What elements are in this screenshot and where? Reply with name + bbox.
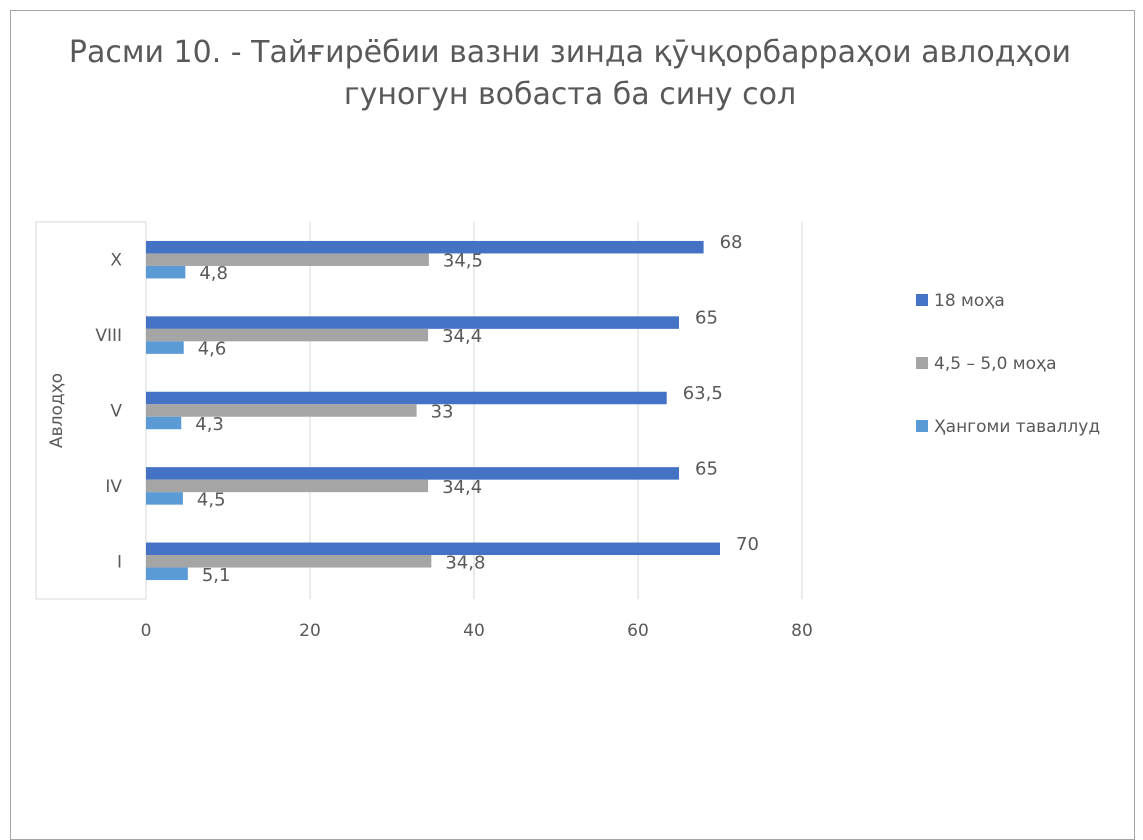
bar-data-label: 68 [720, 232, 743, 253]
legend-entry: Ҳангоми таваллуд [934, 417, 1100, 437]
legend-swatch [916, 294, 928, 306]
bar-data-label: 4,6 [198, 339, 227, 360]
bar-data-label: 65 [695, 308, 718, 329]
y-axis-title: Авлодҳо [47, 373, 67, 448]
bar [146, 467, 679, 480]
bar-data-label: 34,4 [442, 326, 482, 347]
x-tick-label: 0 [141, 621, 152, 641]
bar [146, 391, 667, 405]
bar [146, 555, 432, 568]
y-category-label: V [110, 402, 122, 422]
y-category-label: VIII [95, 326, 122, 346]
legend-swatch [916, 357, 928, 369]
bar-data-label: 4,5 [197, 489, 226, 510]
bar-data-label: 5,1 [202, 565, 231, 586]
bar [146, 341, 184, 354]
bar-data-label: 4,8 [199, 263, 228, 284]
bar [146, 240, 704, 254]
bar-data-label: 34,8 [445, 552, 485, 573]
x-tick-label: 60 [627, 621, 649, 641]
bar [146, 328, 429, 342]
bar-data-label: 65 [695, 458, 718, 479]
y-category-label: IV [105, 477, 122, 497]
x-tick-label: 20 [299, 621, 321, 641]
bar [146, 479, 429, 493]
bar-data-label: 33 [431, 402, 454, 423]
bar [146, 265, 186, 279]
bar [146, 542, 720, 556]
y-category-label: I [117, 552, 122, 572]
bar [146, 492, 183, 505]
bar-data-label: 70 [736, 534, 759, 555]
bar-data-label: 34,4 [442, 477, 482, 498]
bar-chart: 0 20 40 60 80 Авлодҳо I 70 34,8 5,1 IV 65 34,4 4,5 V 63… [35, 221, 1100, 641]
bar [146, 253, 429, 266]
y-category-label: X [110, 251, 122, 271]
bar-data-label: 63,5 [683, 383, 723, 404]
bar [146, 316, 679, 329]
legend-entry: 4,5 – 5,0 моҳа [934, 354, 1057, 374]
bar [146, 404, 417, 417]
bar-data-label: 4,3 [195, 414, 224, 435]
x-tick-label: 80 [791, 621, 813, 641]
chart-frame [10, 10, 1135, 840]
legend-swatch [916, 420, 928, 432]
x-tick-label: 40 [463, 621, 485, 641]
chart-title: Расми 10. - Тайғирёбии вазни зинда қӯчқо… [68, 35, 1072, 112]
legend-entry: 18 моҳа [934, 291, 1005, 311]
bar [146, 416, 182, 430]
bar-data-label: 34,5 [443, 251, 483, 272]
bar [146, 567, 188, 581]
